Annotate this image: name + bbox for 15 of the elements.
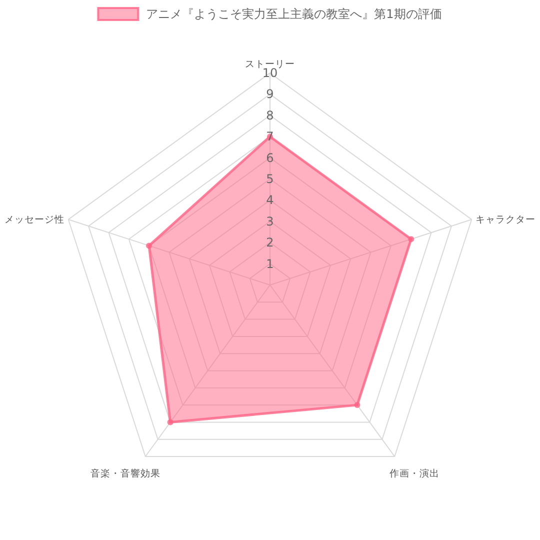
spoke-label: キャラクター (475, 214, 536, 226)
legend-label: アニメ『ようこそ実力至上主義の教室へ』第1期の評価 (146, 7, 442, 21)
spoke-label: 音楽・音響効果 (90, 468, 160, 480)
y-tick-label: 10 (262, 66, 278, 80)
y-tick-label: 1 (266, 256, 274, 271)
y-tick-label: 5 (266, 172, 274, 186)
y-tick-label: 4 (266, 193, 274, 208)
spoke-label: メッセージ性 (4, 213, 65, 226)
y-tick-label: 3 (266, 214, 274, 228)
y-tick-label: 7 (266, 130, 274, 144)
y-tick-label: 6 (266, 150, 274, 165)
y-tick-label: 9 (266, 87, 274, 102)
spoke-label: 作画・演出 (388, 468, 440, 480)
y-tick-label: 8 (266, 108, 274, 122)
y-tick-label: 2 (266, 236, 274, 250)
